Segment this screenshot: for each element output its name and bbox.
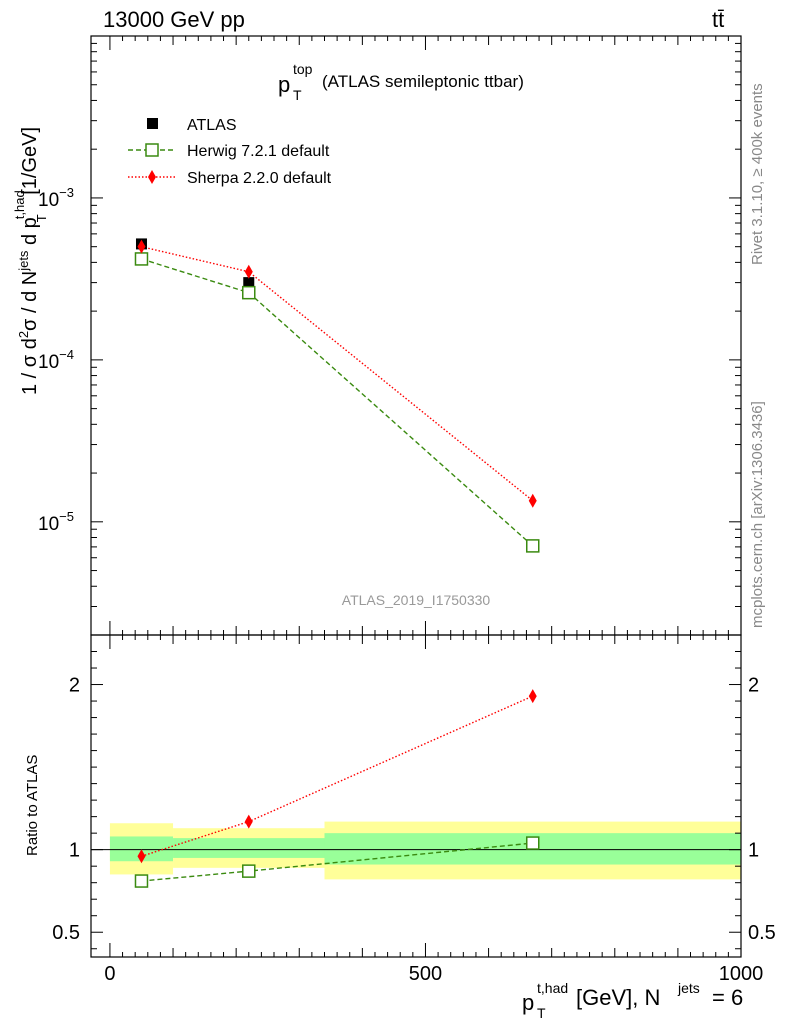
xlabel-rest: [GeV], N	[576, 985, 660, 1010]
xlabel-sup: t,had	[537, 980, 568, 996]
herwig-ratio-point	[242, 864, 256, 878]
sherpa-main-line	[141, 246, 534, 502]
main-title: p top T (ATLAS semileptonic ttbar)	[278, 61, 524, 103]
plot-layers: 10−3 10−4 10−5 0 500 1000 0.5 0.5 1 1 2 2	[38, 35, 776, 985]
title-sup: top	[293, 61, 313, 77]
title-main: p	[278, 72, 290, 97]
xlabel-sub: T	[537, 1005, 546, 1021]
herwig-main-point	[525, 539, 540, 553]
legend-sherpa-label: Sherpa 2.2.0 default	[187, 170, 332, 187]
x-axis: 0 500 1000	[104, 36, 763, 985]
ratio-y-tick-label: 1	[69, 840, 80, 862]
process-label: tt̄	[712, 7, 724, 32]
rivet-label: Rivet 3.1.10, ≥ 400k events	[749, 83, 766, 265]
xlabel-sup2: jets	[677, 980, 700, 996]
atlas-data-point	[243, 277, 255, 289]
sherpa-main-point	[528, 493, 537, 508]
herwig-ratio-point	[134, 874, 149, 888]
ratio-y-axis-label: Ratio to ATLAS	[24, 755, 41, 856]
ratio-y-tick-label-right: 0.5	[748, 922, 776, 944]
legend-herwig-marker	[145, 143, 159, 157]
sherpa-main-point	[137, 239, 146, 254]
main-y-tick-label: 10−3	[38, 185, 74, 211]
x-tick-label: 1000	[719, 963, 764, 985]
herwig-main-line	[141, 258, 534, 547]
ratio-uncertainty-bands	[109, 821, 741, 880]
ratio-y-tick-label-right: 2	[748, 675, 759, 697]
ratio-y-tick-label-right: 1	[748, 840, 759, 862]
title-rest: (ATLAS semileptonic ttbar)	[322, 72, 524, 91]
x-tick-label: 0	[104, 963, 115, 985]
sherpa-main-point	[244, 264, 253, 279]
analysis-id: ATLAS_2019_I1750330	[342, 592, 491, 608]
sherpa-ratio-point	[528, 689, 537, 704]
herwig-main-point	[242, 285, 256, 300]
herwig-main-point	[134, 252, 149, 266]
legend: ATLAS Herwig 7.2.1 default Sherpa 2.2.0 …	[128, 117, 332, 187]
xlabel-main: p	[522, 990, 534, 1015]
legend-herwig-label: Herwig 7.2.1 default	[187, 143, 330, 160]
x-axis-label: p t,had T [GeV], N jets = 6	[522, 980, 743, 1021]
main-y-axis: 10−3 10−4 10−5	[38, 35, 741, 636]
ratio-y-axis: 0.5 0.5 1 1 2 2	[52, 634, 776, 950]
herwig-ratio-point	[525, 836, 540, 850]
ratio-y-tick-label: 0.5	[52, 922, 80, 944]
x-tick-label: 500	[409, 963, 442, 985]
sherpa-ratio-point	[137, 849, 146, 864]
ratio-band-inner	[173, 838, 325, 858]
energy-label: 13000 GeV pp	[103, 7, 245, 32]
title-sub: T	[293, 87, 302, 103]
legend-atlas-marker	[147, 118, 158, 129]
mcplots-label: mcplots.cern.ch [arXiv:1306.3436]	[749, 401, 766, 628]
sherpa-ratio-point	[244, 814, 253, 829]
ratio-y-tick-label: 2	[69, 675, 80, 697]
legend-sherpa-marker	[148, 170, 156, 184]
main-y-tick-label: 10−4	[38, 347, 74, 373]
main-y-tick-label: 10−5	[38, 509, 74, 535]
xlabel-end: = 6	[712, 985, 743, 1010]
ratio-plot-frame	[90, 634, 742, 958]
legend-atlas-label: ATLAS	[187, 117, 237, 134]
